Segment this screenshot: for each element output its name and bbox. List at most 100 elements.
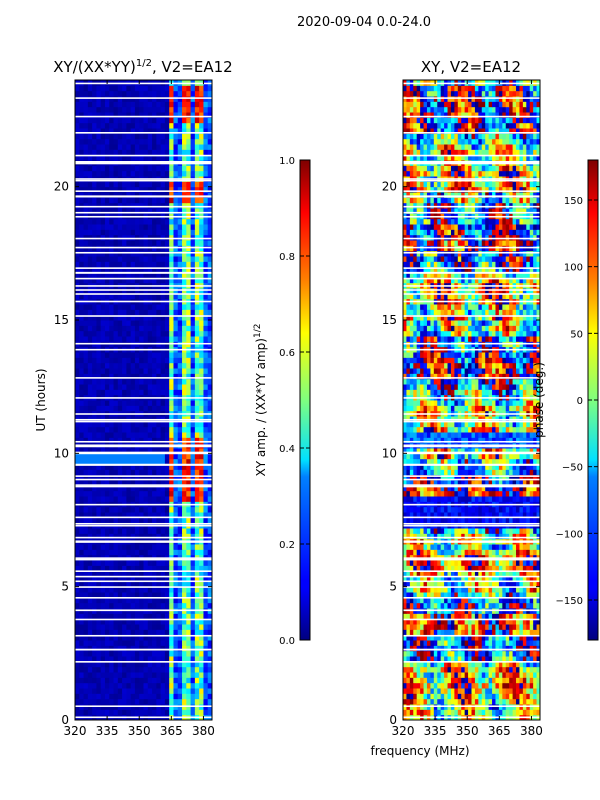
- amp-cell: [139, 533, 144, 540]
- amp-cell: [104, 650, 110, 657]
- amp-cell: [87, 448, 93, 454]
- amp-cell: [160, 709, 166, 716]
- amp-cell: [203, 560, 209, 566]
- phase-cell: [457, 581, 462, 588]
- amp-cell: [96, 272, 102, 278]
- amp-cell: [169, 293, 174, 300]
- amp-cell: [83, 672, 89, 678]
- phase-cell: [406, 586, 411, 593]
- amp-cell: [87, 106, 93, 113]
- amp-cell: [160, 640, 166, 646]
- amp-cell: [190, 277, 196, 284]
- amp-cell: [113, 426, 119, 433]
- amp-cell: [134, 416, 140, 422]
- amp-cell: [134, 133, 140, 140]
- amp-cell: [160, 533, 166, 540]
- amp-cell: [130, 698, 136, 705]
- amp-cell: [194, 144, 200, 150]
- amp-cell: [207, 490, 212, 497]
- amp-cell: [104, 272, 110, 278]
- amp-cell: [96, 250, 102, 257]
- phase-cell: [454, 688, 459, 694]
- amp-cell: [83, 688, 89, 694]
- phase-cell: [533, 634, 538, 641]
- phase-cell: [420, 698, 425, 705]
- amp-cell: [75, 672, 80, 678]
- amp-cell: [186, 240, 192, 246]
- amp-cell: [156, 464, 162, 470]
- amp-cell: [104, 688, 110, 694]
- amp-cell: [152, 656, 157, 662]
- amp-cell: [164, 197, 170, 204]
- amp-cell: [130, 645, 136, 652]
- amp-cell: [169, 458, 174, 465]
- amp-cell: [152, 517, 157, 524]
- amp-cell: [143, 378, 149, 385]
- amp-cell: [104, 138, 110, 145]
- amp-cell: [164, 688, 170, 694]
- phase-cell: [440, 624, 445, 630]
- amp-cell: [194, 586, 200, 593]
- amp-cell: [147, 629, 153, 636]
- amp-cell: [177, 560, 183, 566]
- amp-cell: [160, 304, 166, 310]
- amp-cell: [109, 325, 115, 332]
- amp-cell: [100, 405, 106, 412]
- phase-cell: [471, 581, 476, 588]
- amp-cell: [109, 256, 115, 262]
- amp-cell: [152, 197, 157, 204]
- amp-cell: [160, 357, 166, 364]
- amp-cell: [169, 576, 174, 582]
- amp-cell: [199, 229, 204, 236]
- phase-cell: [495, 656, 500, 662]
- amp-cell: [207, 384, 212, 390]
- amp-cell: [173, 464, 179, 470]
- amp-cell: [190, 666, 196, 673]
- amp-cell: [147, 325, 153, 332]
- amp-cell: [160, 565, 166, 572]
- amp-cell: [186, 517, 192, 524]
- amp-y-axis-label: UT (hours): [34, 368, 48, 431]
- amp-cell: [182, 709, 187, 716]
- phase-cell: [461, 602, 466, 609]
- amp-cell: [126, 293, 132, 300]
- phase-cell: [498, 698, 503, 705]
- amp-cell: [113, 624, 119, 630]
- amp-cell: [100, 389, 106, 396]
- amp-cell: [169, 202, 174, 209]
- amp-cell: [152, 202, 157, 209]
- amp-cell: [203, 352, 209, 358]
- amp-cell: [134, 149, 140, 156]
- amp-cell: [117, 234, 123, 241]
- amp-cell: [177, 661, 183, 668]
- amp-cell: [96, 224, 102, 230]
- amp-cell: [182, 96, 187, 102]
- amp-cell: [177, 688, 183, 694]
- flagged-row: [75, 541, 212, 543]
- amp-cell: [87, 592, 93, 598]
- amp-cell: [113, 437, 119, 444]
- amp-cell: [147, 192, 153, 198]
- phase-cell: [450, 656, 455, 662]
- amp-cell: [182, 186, 187, 193]
- amp-cell: [122, 432, 127, 438]
- amp-cell: [96, 464, 102, 470]
- amp-cell: [207, 181, 212, 188]
- amp-cell: [152, 261, 157, 268]
- phase-cell: [464, 677, 469, 684]
- amp-cell: [130, 469, 136, 476]
- phase-cell: [440, 666, 445, 673]
- phase-cell: [481, 698, 486, 705]
- amp-cell: [126, 448, 132, 454]
- amp-cell: [156, 618, 162, 625]
- phase-cell: [522, 661, 527, 668]
- amp-cell: [164, 656, 170, 662]
- amp-cell: [143, 330, 149, 337]
- amp-cell: [92, 570, 97, 577]
- phase-cell: [403, 688, 407, 694]
- amp-cell: [164, 549, 170, 556]
- amp-cell: [92, 693, 97, 700]
- amp-cell: [122, 357, 127, 364]
- amp-cell: [92, 186, 97, 193]
- amp-cell: [109, 309, 115, 316]
